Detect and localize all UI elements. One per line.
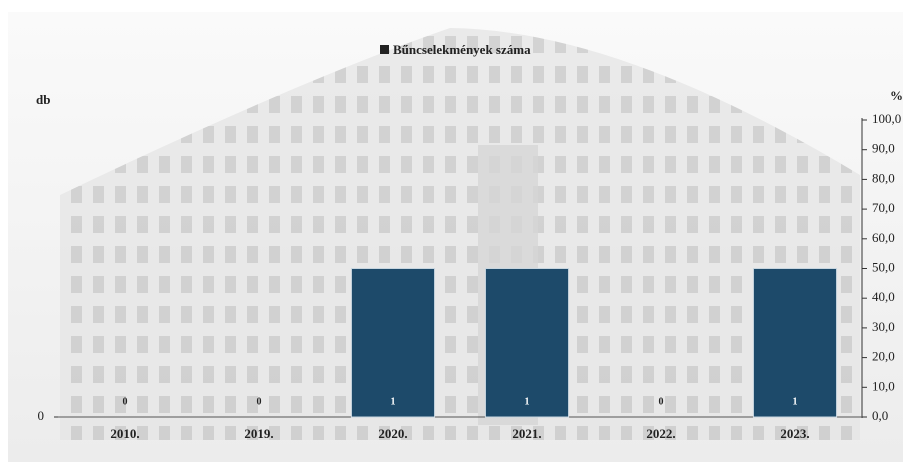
bar (484, 268, 570, 418)
bar (350, 268, 436, 418)
y2-tick-label: 70,0 (872, 200, 895, 215)
legend-label: Bűncselekmények száma (393, 42, 531, 57)
y2-tick-label: 20,0 (872, 349, 895, 364)
y2-tick-label: 90,0 (872, 141, 895, 156)
x-tick-label: 2010. (110, 426, 139, 441)
data-label: 1 (391, 396, 396, 407)
y2-tick-label: 40,0 (872, 289, 895, 304)
data-label: 0 (257, 396, 262, 407)
x-tick-label: 2020. (378, 426, 407, 441)
data-label: 1 (525, 396, 530, 407)
data-label: 0 (659, 396, 664, 407)
y2-tick-label: 30,0 (872, 319, 895, 334)
y2-tick-label: 100,0 (872, 111, 901, 126)
legend-swatch (380, 45, 389, 54)
y2-tick-label: 80,0 (872, 170, 895, 185)
y2-axis-label: % (890, 88, 903, 103)
x-tick-label: 2019. (244, 426, 273, 441)
x-tick-label: 2021. (512, 426, 541, 441)
y2-tick-label: 10,0 (872, 378, 895, 393)
data-label: 1 (793, 396, 798, 407)
y-axis-label: db (36, 92, 50, 107)
y-tick-label: 0 (38, 408, 45, 423)
y2-tick-label: 60,0 (872, 230, 895, 245)
y2-tick-label: 0,0 (872, 408, 888, 423)
data-label: 0 (123, 396, 128, 407)
building-photo (60, 28, 860, 440)
x-tick-label: 2022. (646, 426, 675, 441)
bar (752, 268, 838, 418)
x-tick-label: 2023. (780, 426, 809, 441)
y2-tick-label: 50,0 (872, 259, 895, 274)
